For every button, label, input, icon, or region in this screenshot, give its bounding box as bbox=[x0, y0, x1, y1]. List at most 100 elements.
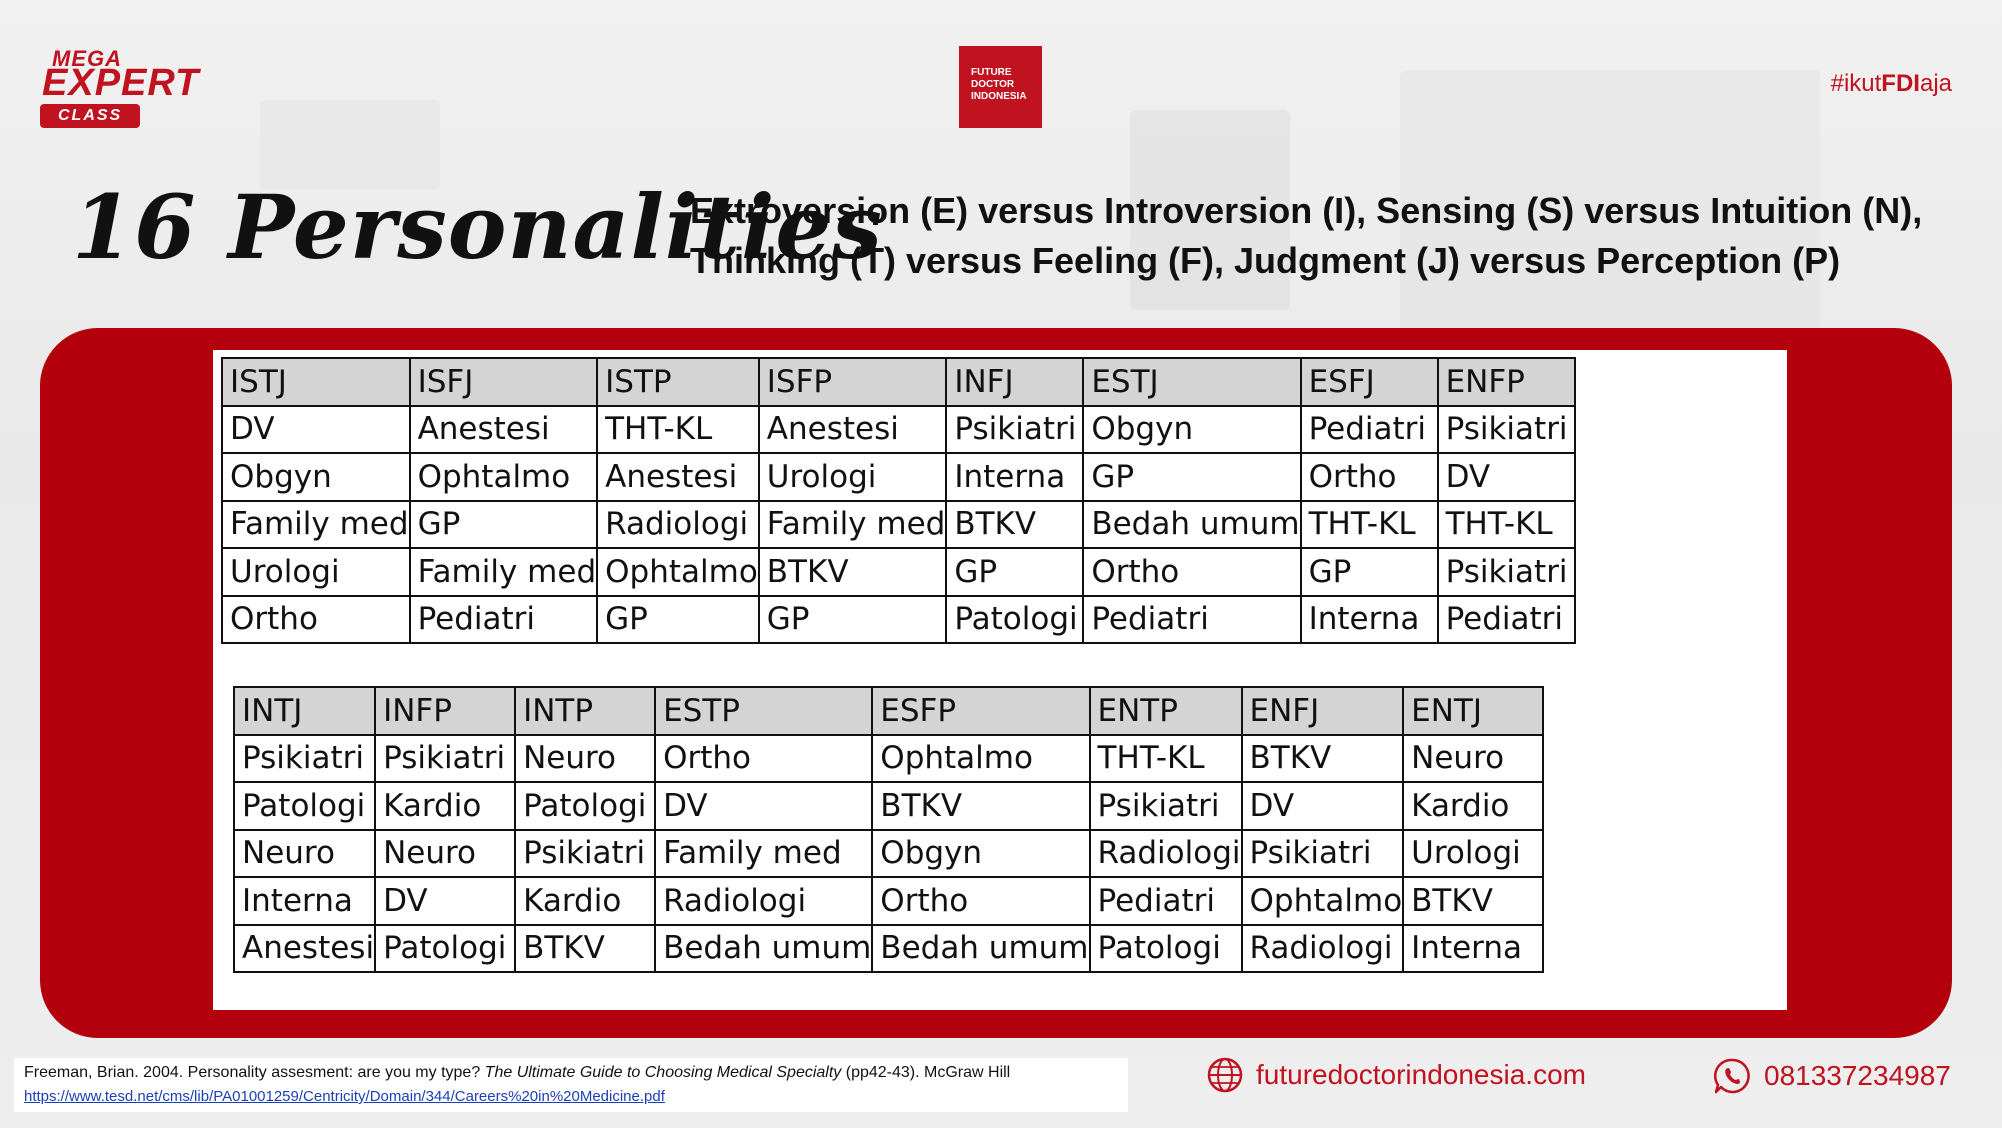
table-cell: Neuro bbox=[232, 828, 377, 878]
table-cell: Psikiatri bbox=[1240, 828, 1405, 878]
column-header: ISFP bbox=[757, 357, 948, 407]
subtitle-line-1: Extroversion (E) versus Introversion (I)… bbox=[690, 190, 1923, 231]
table-cell: Interna bbox=[1299, 594, 1439, 644]
table-cell: Anestesi bbox=[596, 452, 760, 502]
table-cell: GP bbox=[1082, 452, 1302, 502]
citation-book-title: The Ultimate Guide to Choosing Medical S… bbox=[484, 1064, 842, 1081]
citation-link[interactable]: https://www.tesd.net/cms/lib/PA01001259/… bbox=[24, 1088, 665, 1105]
table-cell: Psikiatri bbox=[514, 828, 657, 878]
table-cell: Family med bbox=[221, 499, 411, 549]
logo-line-2: EXPERT bbox=[42, 62, 200, 104]
table-cell: Pediatri bbox=[1436, 594, 1576, 644]
table-cell: Urologi bbox=[221, 547, 411, 597]
table-row: Anestesi Patologi BTKV Bedah umum Bedah umum… bbox=[232, 923, 1545, 973]
table-cell: Urologi bbox=[1402, 828, 1545, 878]
logo-line-1: MEGA bbox=[52, 46, 122, 71]
table-cell: Kardio bbox=[1402, 781, 1545, 831]
table-cell: BTKV bbox=[945, 499, 1085, 549]
table-cell: Ophtalmo bbox=[596, 547, 760, 597]
table-cell: Pediatri bbox=[1082, 594, 1302, 644]
table-cell: Pediatri bbox=[1299, 404, 1439, 454]
table-row: Ortho Pediatri GP GP Patologi Pediatri Interna… bbox=[221, 594, 1576, 644]
page-subtitle: Extroversion (E) versus Introversion (I)… bbox=[690, 186, 1922, 286]
table-cell: GP bbox=[1299, 547, 1439, 597]
table-cell: Psikiatri bbox=[945, 404, 1085, 454]
subtitle-line-2: Thinking (T) versus Feeling (F), Judgmen… bbox=[690, 240, 1841, 281]
table-cell: Kardio bbox=[374, 781, 517, 831]
table-cell: DV bbox=[654, 781, 874, 831]
column-header: INTJ bbox=[232, 686, 377, 736]
hashtag-suffix: aja bbox=[1919, 70, 1952, 97]
table-cell: Bedah umum bbox=[654, 923, 874, 973]
table-cell: GP bbox=[408, 499, 599, 549]
table-cell: Ophtalmo bbox=[408, 452, 599, 502]
globe-icon bbox=[1207, 1057, 1243, 1093]
column-header: ESTP bbox=[654, 686, 874, 736]
phone-contact[interactable]: 081337234987 bbox=[1712, 1056, 1951, 1096]
website-text: futuredoctorindonesia.com bbox=[1256, 1059, 1586, 1090]
table-cell: Neuro bbox=[374, 828, 517, 878]
whatsapp-icon bbox=[1713, 1058, 1750, 1094]
background-decoration bbox=[1130, 110, 1290, 310]
table-cell: Ortho bbox=[221, 594, 411, 644]
background-decoration bbox=[1400, 70, 1820, 330]
table-cell: THT-KL bbox=[1299, 499, 1439, 549]
table-cell: Psikiatri bbox=[1436, 547, 1576, 597]
fdi-logo-line-1: FUTURE bbox=[971, 67, 1012, 78]
column-header: ENFJ bbox=[1240, 686, 1405, 736]
phone-text: 081337234987 bbox=[1764, 1060, 1951, 1091]
table-cell: Kardio bbox=[514, 876, 657, 926]
table-row: Urologi Family med Ophtalmo BTKV GP Ortho GP Ps… bbox=[221, 547, 1576, 597]
table-cell: Bedah umum bbox=[871, 923, 1091, 973]
table-cell: BTKV bbox=[871, 781, 1091, 831]
personality-table-1: ISTJ ISFJ ISTP ISFP INFJ ESTJ ESFJ ENFP DV Aneste… bbox=[221, 357, 1576, 644]
table-cell: DV bbox=[1436, 452, 1576, 502]
column-header: ISTP bbox=[596, 357, 760, 407]
page-title: 16 Personalities bbox=[72, 175, 883, 279]
table-cell: Urologi bbox=[757, 452, 948, 502]
table-cell: Neuro bbox=[514, 733, 657, 783]
table-cell: Ortho bbox=[1082, 547, 1302, 597]
citation-suffix: (pp42-43). McGraw Hill bbox=[841, 1064, 1011, 1081]
table-cell: Psikiatri bbox=[1436, 404, 1576, 454]
hashtag-bold: FDI bbox=[1881, 70, 1920, 97]
citation-prefix: Freeman, Brian. 2004. Personality assesm… bbox=[24, 1064, 485, 1081]
table-cell: GP bbox=[757, 594, 948, 644]
website-contact[interactable]: futuredoctorindonesia.com bbox=[1206, 1056, 1586, 1094]
column-header: ENFP bbox=[1436, 357, 1576, 407]
table-cell: Anestesi bbox=[232, 923, 377, 973]
fdi-logo-line-2: DOCTOR bbox=[971, 79, 1015, 90]
table-cell: Patologi bbox=[232, 781, 377, 831]
table-cell: Bedah umum bbox=[1082, 499, 1302, 549]
table-cell: Obgyn bbox=[1082, 404, 1302, 454]
table-cell: Interna bbox=[232, 876, 377, 926]
fdi-logo-line-3: INDONESIA bbox=[971, 91, 1027, 102]
table-cell: Neuro bbox=[1402, 733, 1545, 783]
table-cell: GP bbox=[945, 547, 1085, 597]
column-header: ESFJ bbox=[1299, 357, 1439, 407]
table-cell: Psikiatri bbox=[232, 733, 377, 783]
table-cell: Patologi bbox=[514, 781, 657, 831]
table-row: Interna DV Kardio Radiologi Ortho Pediatri Oph… bbox=[232, 876, 1545, 926]
table-cell: Interna bbox=[945, 452, 1085, 502]
column-header: ENTP bbox=[1088, 686, 1243, 736]
citation-box: Freeman, Brian. 2004. Personality assesm… bbox=[14, 1058, 1128, 1112]
table-cell: BTKV bbox=[1240, 733, 1405, 783]
column-header: ESTJ bbox=[1082, 357, 1302, 407]
table-row: Neuro Neuro Psikiatri Family med Obgyn Radiol… bbox=[232, 828, 1545, 878]
table-cell: Obgyn bbox=[871, 828, 1091, 878]
table-cell: Family med bbox=[654, 828, 874, 878]
table-row: Patologi Kardio Patologi DV BTKV Psikiatri DV K… bbox=[232, 781, 1545, 831]
table-cell: THT-KL bbox=[1436, 499, 1576, 549]
table-cell: GP bbox=[596, 594, 760, 644]
table-cell: Ortho bbox=[1299, 452, 1439, 502]
table-cell: Radiologi bbox=[654, 876, 874, 926]
hashtag: #ikutFDIaja bbox=[1831, 70, 1952, 98]
table-row: DV Anestesi THT-KL Anestesi Psikiatri Obgyn Pe… bbox=[221, 404, 1576, 454]
table-header-row: INTJ INFP INTP ESTP ESFP ENTP ENFJ ENTJ bbox=[232, 686, 1545, 736]
table-row: Psikiatri Psikiatri Neuro Ortho Ophtalmo THT-… bbox=[232, 733, 1545, 783]
column-header: INFJ bbox=[945, 357, 1085, 407]
table-cell: BTKV bbox=[1402, 876, 1545, 926]
table-cell: Ortho bbox=[871, 876, 1091, 926]
table-cell: DV bbox=[374, 876, 517, 926]
